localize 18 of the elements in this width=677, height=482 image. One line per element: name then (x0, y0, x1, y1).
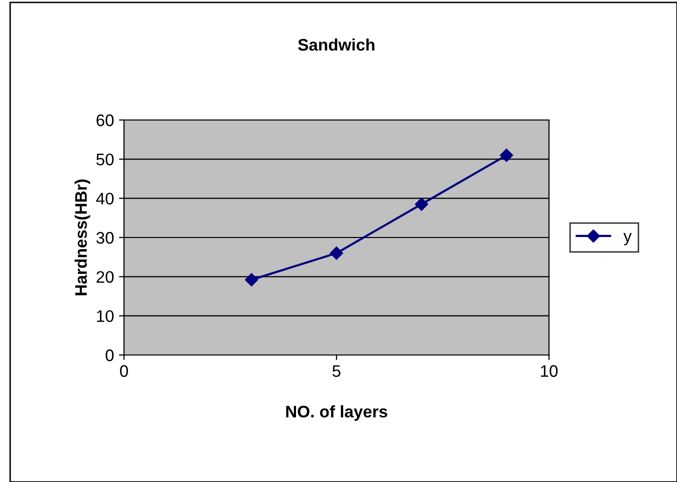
y-tick-label: 40 (96, 192, 114, 205)
y-tick-label: 10 (97, 310, 114, 322)
y-tick-label: 30 (96, 232, 114, 244)
point (414, 198, 428, 211)
y-tick-label: 60 (96, 114, 114, 126)
point (500, 148, 514, 162)
y-tick-label: 50 (96, 154, 114, 166)
point (330, 246, 344, 260)
chart-title: Sandwich (298, 38, 374, 51)
y-axis-title: Hardness(HBr) (74, 180, 90, 296)
y-tick-label: 20 (96, 271, 114, 283)
x-axis-title: NO. of layers (286, 405, 388, 421)
point (244, 273, 258, 286)
legend-label: y (623, 233, 632, 246)
y-tick-label: 0 (106, 349, 114, 362)
x-tick-label: 10 (541, 365, 558, 377)
x-tick-label: 5 (332, 365, 340, 377)
x-tick-label: 0 (120, 365, 128, 377)
